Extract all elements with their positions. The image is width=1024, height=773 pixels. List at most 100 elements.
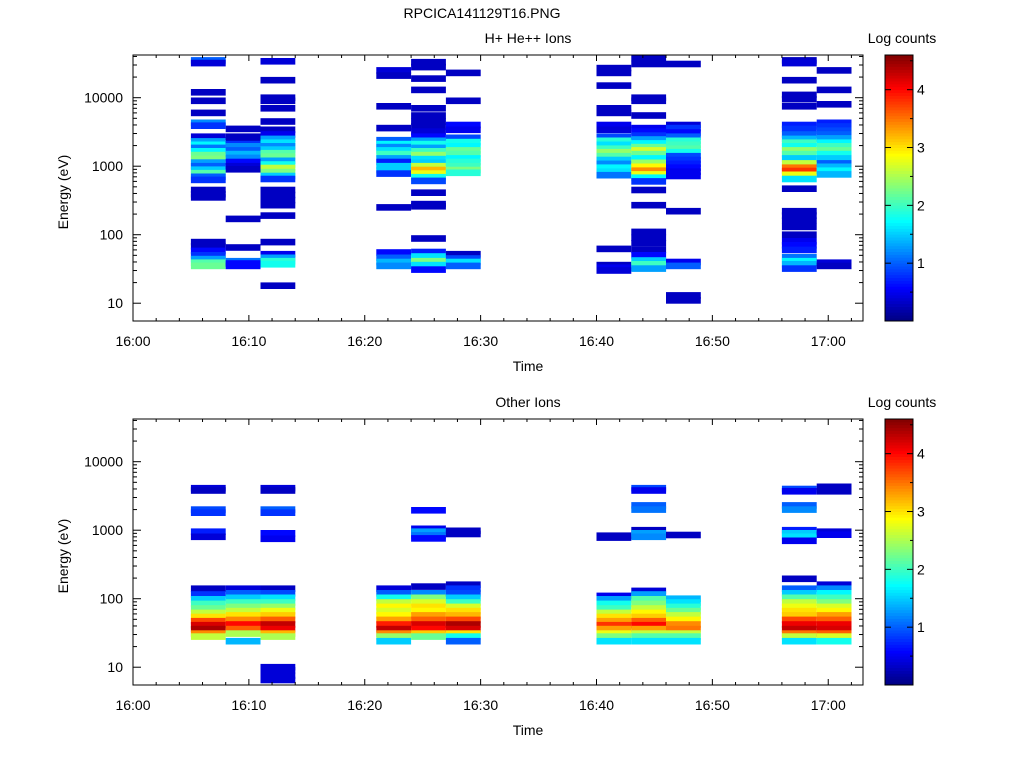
heatmap-cell [376,607,412,615]
heatmap-cell [411,86,446,94]
heatmap-cell [666,168,701,175]
colorbar-band [885,86,913,91]
heatmap-cell [260,201,296,209]
heatmap-cell [376,603,412,611]
heatmap-cell [781,242,817,249]
heatmap-cell [596,156,632,164]
heatmap-cell [781,603,817,611]
heatmap-cell [631,97,667,105]
heatmap-cell [225,630,261,637]
heatmap-cell [631,201,667,209]
heatmap-cell [631,150,667,158]
colorbar-band [885,442,913,446]
heatmap-cell [631,124,667,132]
heatmap-cell [260,625,296,633]
heatmap-cell [376,158,412,166]
colorbar-band [885,682,913,686]
y-tick-label: 10 [107,295,123,311]
heatmap-cell [376,612,412,619]
heatmap-cell [260,146,296,153]
heatmap-cell [631,621,667,629]
heatmap-cell [781,599,817,606]
heatmap-cell [596,137,632,145]
heatmap-cell [225,158,261,166]
heatmap-cell [445,158,481,166]
colorbar-band [885,208,913,212]
heatmap-cell [190,109,226,117]
heatmap-cell [631,487,667,494]
heatmap-cell [781,231,817,238]
heatmap-cell [816,262,852,270]
colorbar-band [885,55,913,59]
colorbar-band [885,104,913,108]
heatmap-cell [225,166,261,173]
colorbar-band [885,572,913,576]
colorbar-band [885,274,913,279]
colorbar-band [885,615,913,619]
heatmap-cell [816,131,852,138]
colorbar-band [885,563,913,567]
heatmap-cell [411,189,446,196]
heatmap-cell [260,238,296,246]
colorbar-band [885,552,913,556]
heatmap-cell [631,533,667,541]
y-axis-label: Energy (eV) [55,519,71,594]
heatmap-cell [816,599,852,606]
heatmap-cell [781,533,817,541]
colorbar-band [885,595,913,599]
heatmap-cell [781,212,817,219]
heatmap-cell [445,625,481,633]
x-axis-label: Time [513,358,544,374]
x-tick-label: 16:00 [115,333,150,349]
heatmap-cell [376,633,412,640]
heatmap-cell [445,143,481,150]
colorbar-band [885,277,913,281]
colorbar-band [885,592,913,596]
heatmap-cell [260,118,296,125]
colorbar-band [885,670,913,674]
colorbar-band [885,439,913,443]
heatmap-cell [260,254,296,262]
colorbar-band [885,141,913,146]
heatmap-cell [260,164,296,172]
colorbar-band [885,618,913,622]
heatmap-cell [666,625,701,633]
heatmap-cell [781,246,817,254]
colorbar-band [885,240,913,244]
heatmap-cell [260,509,296,516]
colorbar-band [885,98,913,102]
colorbar-band [885,667,913,671]
x-tick-label: 16:20 [347,333,382,349]
colorbar-band [885,528,913,533]
heatmap-cell [190,138,226,145]
heatmap-cell [631,506,667,513]
heatmap-cell [445,581,481,588]
heatmap-cell [781,131,817,138]
heatmap-cell [781,171,817,179]
colorbar-band [885,222,913,226]
colorbar-band [885,112,913,117]
heatmap-cell [225,125,261,133]
heatmap-cell [781,95,817,103]
heatmap-cell [631,136,667,143]
heatmap-cell [225,637,261,645]
heatmap-cell [411,177,446,185]
colorbar-band [885,430,913,434]
heatmap-cell [190,605,226,612]
x-axis-label: Time [513,722,544,738]
colorbar-band [885,72,913,76]
heatmap-cell [445,590,481,597]
colorbar-band [885,543,913,547]
colorbar-band [885,69,913,73]
heatmap-cell [445,169,481,177]
colorbar-band [885,560,913,564]
colorbar-band [885,658,913,663]
heatmap-cell [260,530,296,537]
colorbar-band [885,66,913,70]
colorbar-band [885,101,913,105]
heatmap-cell [376,621,412,628]
heatmap-cell [445,633,481,640]
heatmap-cell [411,166,446,174]
heatmap-cell [781,607,817,615]
